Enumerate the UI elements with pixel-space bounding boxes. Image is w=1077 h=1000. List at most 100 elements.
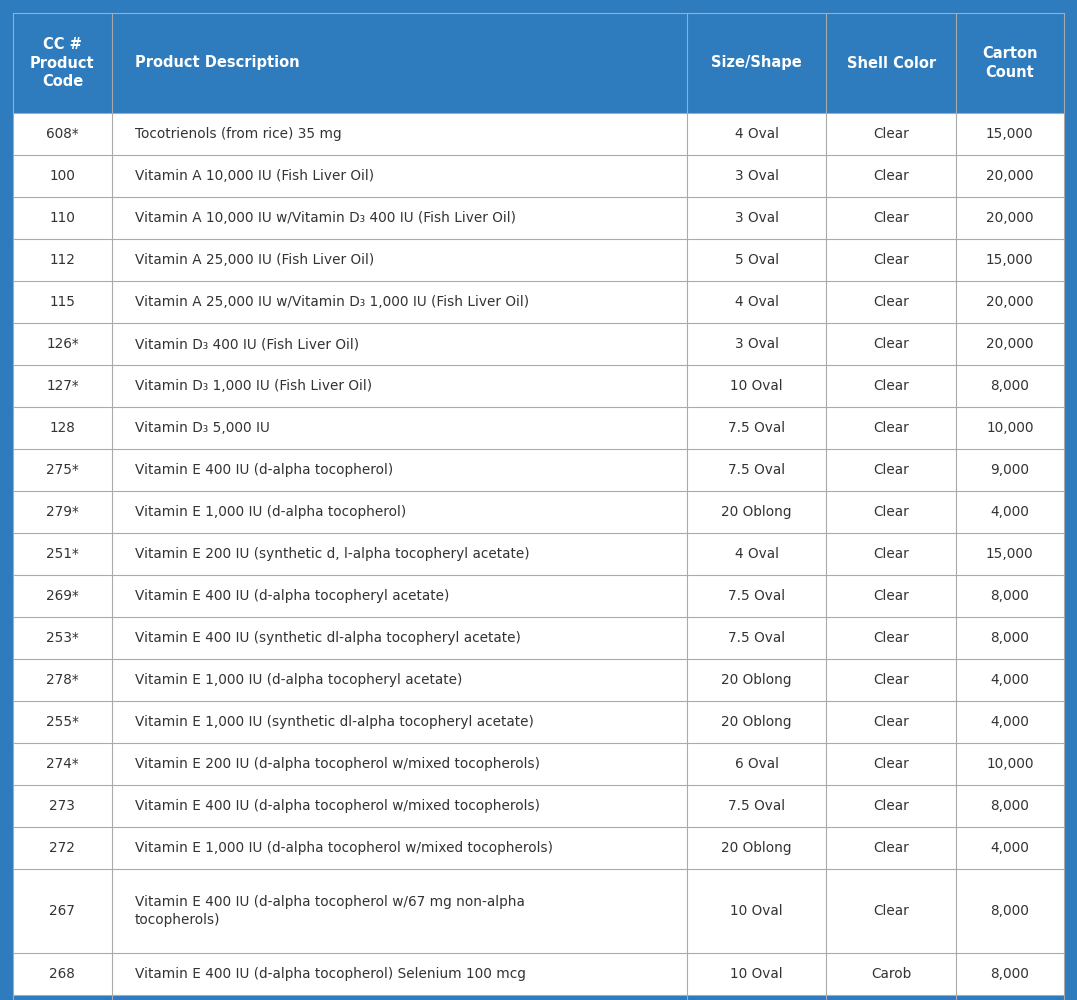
Text: 10 Oval: 10 Oval (730, 904, 783, 918)
Text: Clear: Clear (873, 589, 909, 603)
Text: 10,000: 10,000 (987, 421, 1034, 435)
Text: Clear: Clear (873, 421, 909, 435)
Bar (13, 449, 1064, 491)
Text: 4,000: 4,000 (991, 673, 1030, 687)
Text: Vitamin E 1,000 IU (d-alpha tocopherol w/mixed tocopherols): Vitamin E 1,000 IU (d-alpha tocopherol w… (135, 841, 553, 855)
Text: 273: 273 (50, 799, 75, 813)
Text: Shell Color: Shell Color (847, 55, 936, 70)
Text: 268: 268 (50, 967, 75, 981)
Text: Vitamin E 200 IU (d-alpha tocopherol w/mixed tocopherols): Vitamin E 200 IU (d-alpha tocopherol w/m… (135, 757, 540, 771)
Text: Carob: Carob (871, 967, 911, 981)
Text: Size/Shape: Size/Shape (711, 55, 802, 70)
Text: 278*: 278* (46, 673, 79, 687)
Bar (13, 701, 1064, 743)
Bar (13, 365, 1064, 407)
Text: 4,000: 4,000 (991, 841, 1030, 855)
Text: 110: 110 (50, 211, 75, 225)
Text: Product Description: Product Description (135, 55, 299, 70)
Bar (13, 323, 1064, 365)
Bar (13, 239, 1064, 281)
Bar (13, 869, 1064, 953)
Text: 3 Oval: 3 Oval (735, 169, 779, 183)
Text: 4 Oval: 4 Oval (735, 295, 779, 309)
Bar (13, 617, 1064, 659)
Text: Vitamin E 400 IU (d-alpha tocopherol): Vitamin E 400 IU (d-alpha tocopherol) (135, 463, 393, 477)
Text: Clear: Clear (873, 169, 909, 183)
Text: Clear: Clear (873, 295, 909, 309)
Text: 255*: 255* (46, 715, 79, 729)
Text: Clear: Clear (873, 127, 909, 141)
Text: 279*: 279* (46, 505, 79, 519)
Text: Vitamin D₃ 400 IU (Fish Liver Oil): Vitamin D₃ 400 IU (Fish Liver Oil) (135, 337, 359, 351)
Text: Vitamin E 400 IU (d-alpha tocopheryl acetate): Vitamin E 400 IU (d-alpha tocopheryl ace… (135, 589, 449, 603)
Text: 20,000: 20,000 (987, 337, 1034, 351)
Text: Clear: Clear (873, 715, 909, 729)
Bar (13, 155, 1064, 197)
Text: 15,000: 15,000 (987, 253, 1034, 267)
Bar (13, 575, 1064, 617)
Text: Vitamin E 1,000 IU (d-alpha tocopheryl acetate): Vitamin E 1,000 IU (d-alpha tocopheryl a… (135, 673, 462, 687)
Text: Vitamin E 400 IU (synthetic dl-alpha tocopheryl acetate): Vitamin E 400 IU (synthetic dl-alpha toc… (135, 631, 520, 645)
Text: 3 Oval: 3 Oval (735, 337, 779, 351)
Text: Clear: Clear (873, 673, 909, 687)
Text: 272: 272 (50, 841, 75, 855)
Bar (13, 659, 1064, 701)
Text: 4 Oval: 4 Oval (735, 547, 779, 561)
Text: 10 Oval: 10 Oval (730, 379, 783, 393)
Text: 9,000: 9,000 (991, 463, 1030, 477)
Bar (13, 13, 1064, 113)
Text: 127*: 127* (46, 379, 79, 393)
Text: Vitamin E 400 IU (d-alpha tocopherol w/mixed tocopherols): Vitamin E 400 IU (d-alpha tocopherol w/m… (135, 799, 540, 813)
Text: 608*: 608* (46, 127, 79, 141)
Text: 112: 112 (50, 253, 75, 267)
Text: 20 Oblong: 20 Oblong (722, 715, 792, 729)
Bar (13, 953, 1064, 995)
Text: Vitamin D₃ 1,000 IU (Fish Liver Oil): Vitamin D₃ 1,000 IU (Fish Liver Oil) (135, 379, 372, 393)
Text: 10,000: 10,000 (987, 757, 1034, 771)
Bar (13, 113, 1064, 155)
Text: 15,000: 15,000 (987, 127, 1034, 141)
Text: Clear: Clear (873, 379, 909, 393)
Text: Clear: Clear (873, 337, 909, 351)
Text: 275*: 275* (46, 463, 79, 477)
Bar (13, 407, 1064, 449)
Text: CC #
Product
Code: CC # Product Code (30, 37, 95, 89)
Text: 126*: 126* (46, 337, 79, 351)
Text: Clear: Clear (873, 757, 909, 771)
Text: 128: 128 (50, 421, 75, 435)
Text: 7.5 Oval: 7.5 Oval (728, 631, 785, 645)
Text: 20,000: 20,000 (987, 295, 1034, 309)
Text: 8,000: 8,000 (991, 631, 1030, 645)
Text: Vitamin D₃ 5,000 IU: Vitamin D₃ 5,000 IU (135, 421, 269, 435)
Text: Vitamin A 25,000 IU w/Vitamin D₃ 1,000 IU (Fish Liver Oil): Vitamin A 25,000 IU w/Vitamin D₃ 1,000 I… (135, 295, 529, 309)
Text: Clear: Clear (873, 505, 909, 519)
Text: Clear: Clear (873, 904, 909, 918)
Text: 5 Oval: 5 Oval (735, 253, 779, 267)
Text: 20,000: 20,000 (987, 169, 1034, 183)
Text: 100: 100 (50, 169, 75, 183)
Text: 8,000: 8,000 (991, 967, 1030, 981)
Text: Clear: Clear (873, 799, 909, 813)
Text: 20 Oblong: 20 Oblong (722, 841, 792, 855)
Text: Clear: Clear (873, 211, 909, 225)
Text: 7.5 Oval: 7.5 Oval (728, 421, 785, 435)
Text: 3 Oval: 3 Oval (735, 211, 779, 225)
Text: 7.5 Oval: 7.5 Oval (728, 463, 785, 477)
Text: 4,000: 4,000 (991, 505, 1030, 519)
Text: Clear: Clear (873, 253, 909, 267)
Bar (13, 533, 1064, 575)
Text: Vitamin A 10,000 IU (Fish Liver Oil): Vitamin A 10,000 IU (Fish Liver Oil) (135, 169, 374, 183)
Bar (13, 995, 1064, 1000)
Text: Vitamin E 200 IU (synthetic d, l-alpha tocopheryl acetate): Vitamin E 200 IU (synthetic d, l-alpha t… (135, 547, 530, 561)
Bar (13, 281, 1064, 323)
Bar (13, 491, 1064, 533)
Text: Vitamin E 400 IU (d-alpha tocopherol w/67 mg non-alpha
tocopherols): Vitamin E 400 IU (d-alpha tocopherol w/6… (135, 895, 524, 927)
Bar (13, 197, 1064, 239)
Text: 8,000: 8,000 (991, 799, 1030, 813)
Text: 8,000: 8,000 (991, 379, 1030, 393)
Text: 20 Oblong: 20 Oblong (722, 505, 792, 519)
Text: 8,000: 8,000 (991, 589, 1030, 603)
Bar (13, 827, 1064, 869)
Text: 4,000: 4,000 (991, 715, 1030, 729)
Text: Vitamin E 1,000 IU (d-alpha tocopherol): Vitamin E 1,000 IU (d-alpha tocopherol) (135, 505, 406, 519)
